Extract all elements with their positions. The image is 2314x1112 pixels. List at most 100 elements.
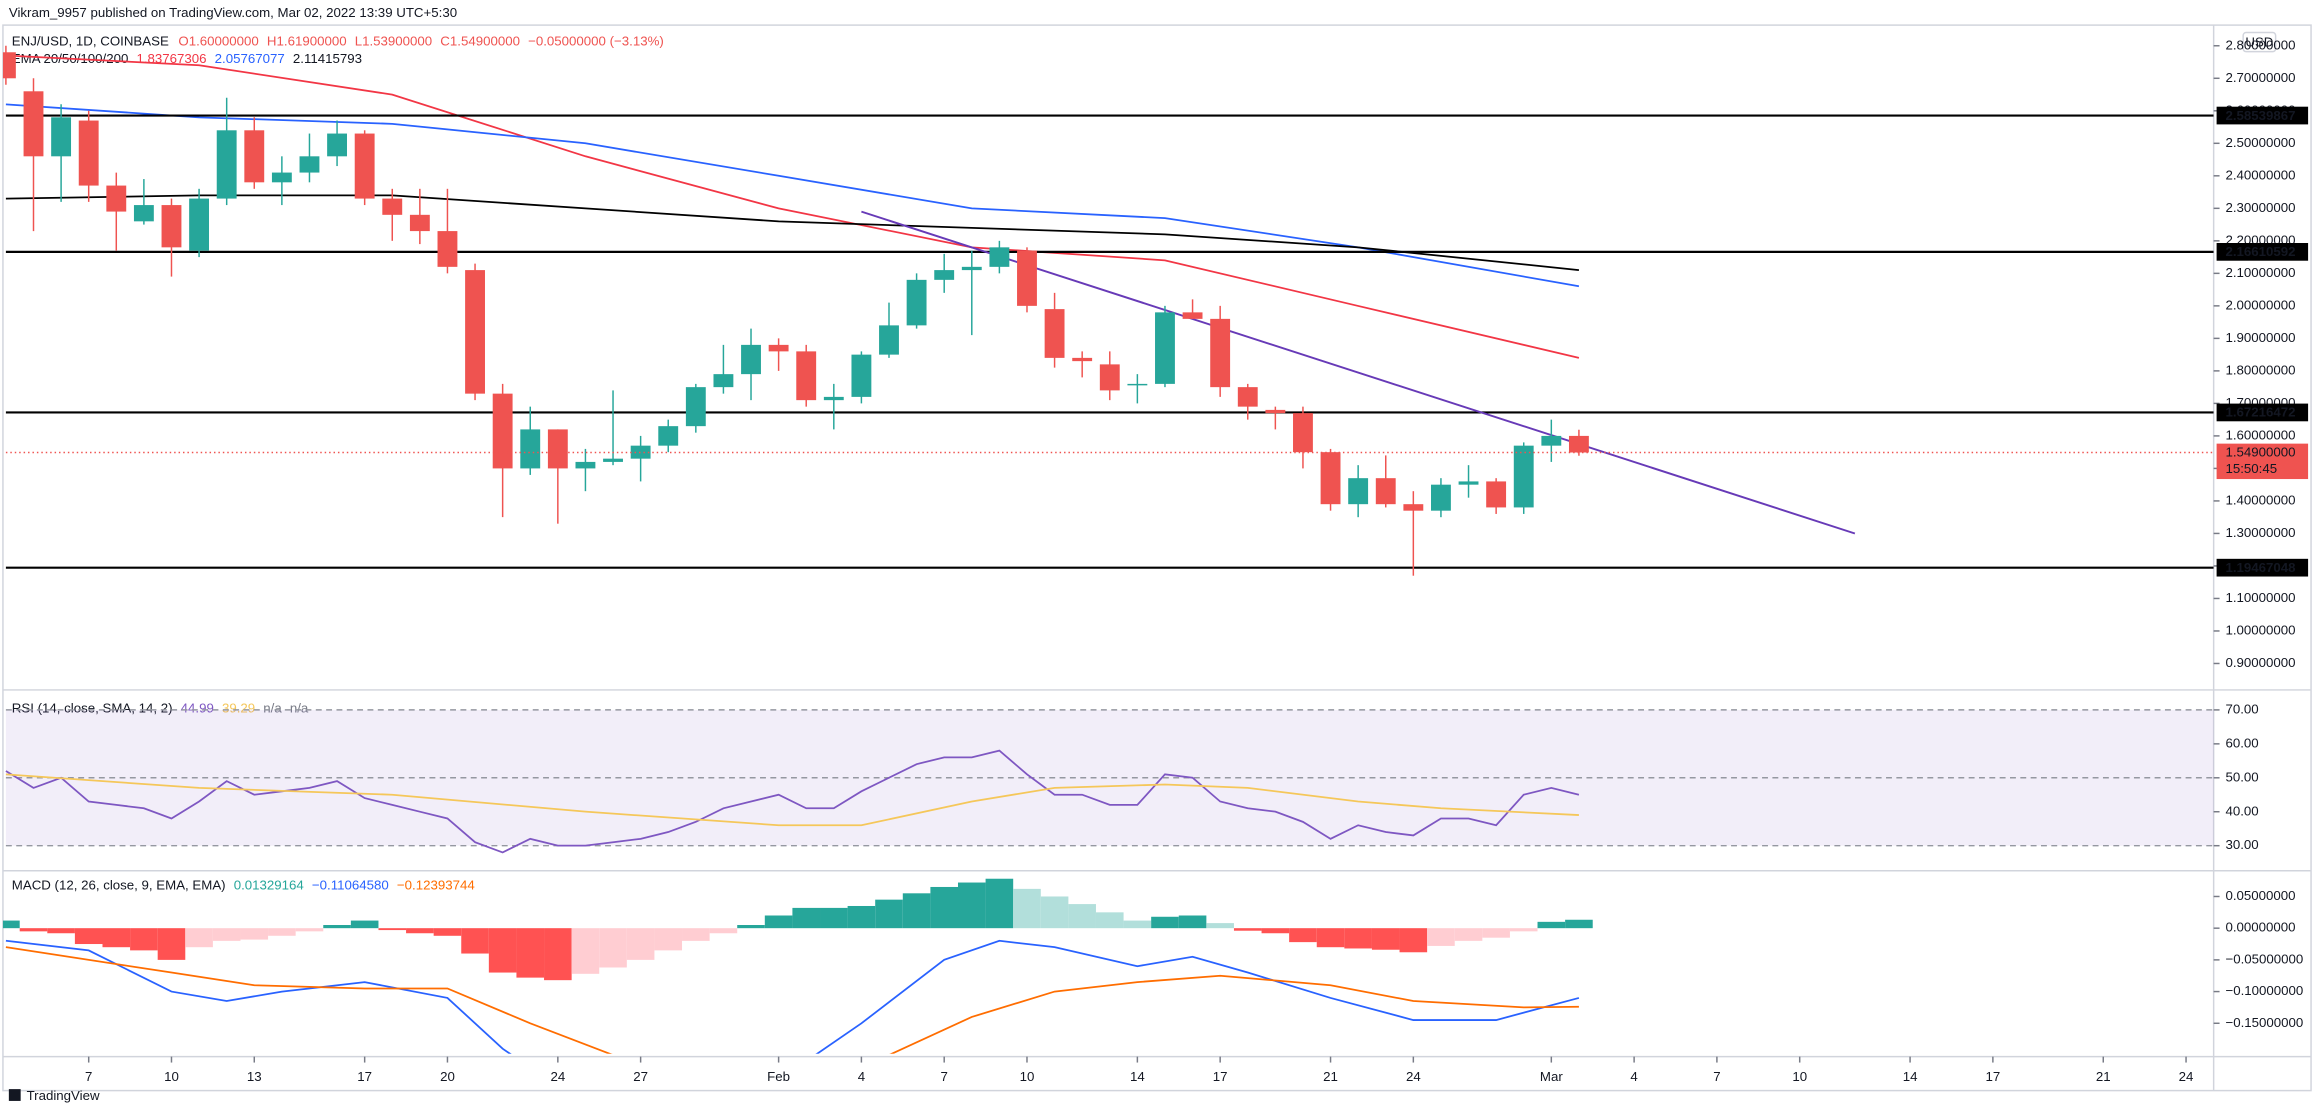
- x-tick-label: Feb: [767, 1069, 790, 1084]
- histogram-bar: [902, 893, 931, 929]
- rsi-title: RSI (14, close, SMA, 14, 2): [12, 700, 173, 715]
- frame: [2, 24, 2312, 1092]
- candle-body: [1513, 445, 1534, 508]
- y-tick-label: 1.10000000: [2225, 590, 2295, 605]
- candle-body: [906, 279, 927, 326]
- macd-legend: MACD (12, 26, close, 9, EMA, EMA) 0.0132…: [12, 877, 475, 892]
- histogram-bar: [461, 928, 489, 954]
- pane: [5, 709, 2214, 854]
- x-tick-label: 17: [357, 1069, 372, 1084]
- y-tick-label: 70.00: [2225, 701, 2258, 716]
- x-tick-label: 14: [1130, 1069, 1145, 1084]
- histogram-bar: [1399, 928, 1428, 953]
- histogram-bar: [875, 899, 903, 929]
- histogram-bar: [433, 928, 462, 936]
- histogram-bar: [737, 925, 765, 929]
- candle-body: [1403, 504, 1424, 511]
- candle-body: [520, 429, 541, 469]
- currency-label[interactable]: USD: [2245, 34, 2273, 49]
- y-tick-label: 1.40000000: [2225, 492, 2295, 507]
- candle-body: [1210, 318, 1231, 388]
- candle-body: [961, 266, 982, 271]
- x-tick-label: 14: [1903, 1069, 1918, 1084]
- candle-body: [299, 156, 320, 173]
- macd-title: MACD (12, 26, close, 9, EMA, EMA): [12, 877, 226, 892]
- histogram-bar: [19, 928, 48, 932]
- candle-body: [161, 205, 182, 248]
- candle-body: [133, 205, 154, 222]
- histogram-bar: [268, 928, 296, 936]
- histogram-bar: [1344, 928, 1372, 949]
- candle-body: [409, 214, 430, 232]
- candle-body: [354, 133, 375, 199]
- candle-body: [741, 344, 761, 375]
- candle-body: [989, 247, 1010, 267]
- candle-body: [630, 445, 651, 459]
- rsi-value: n/a: [290, 700, 309, 715]
- x-tick-label: 21: [2096, 1069, 2111, 1084]
- level-label-box: [2216, 403, 2309, 422]
- x-tick-label: 20: [440, 1069, 455, 1084]
- y-tick-label: 0.05000000: [2225, 888, 2295, 903]
- histogram-bar: [1095, 912, 1124, 929]
- candle-body: [382, 198, 403, 215]
- candle-body: [1458, 481, 1479, 485]
- logo-icon: [8, 1089, 21, 1101]
- indicator-line: [5, 773, 1579, 827]
- histogram-bar: [985, 878, 1014, 929]
- histogram-bar: [1316, 928, 1345, 948]
- x-tick-label: 17: [1985, 1069, 2000, 1084]
- y-tick-label: 2.50000000: [2225, 135, 2295, 150]
- indicator-line: [5, 103, 1580, 288]
- histogram-bar: [1013, 888, 1041, 929]
- x-tick-label: Mar: [1540, 1069, 1563, 1084]
- candle-body: [1320, 452, 1341, 505]
- candle-body: [1348, 478, 1369, 505]
- histogram-bar: [1482, 928, 1510, 938]
- level-label: 2.58539867: [2225, 108, 2295, 123]
- y-tick-label: 2.10000000: [2225, 265, 2295, 280]
- histogram-bar: [1454, 928, 1483, 941]
- candle-body: [492, 393, 513, 469]
- histogram-bar: [240, 928, 269, 940]
- candle-body: [78, 120, 99, 186]
- y-tick-label: 2.30000000: [2225, 200, 2295, 215]
- candle-body: [1182, 312, 1203, 319]
- y-tick-label: 2.00000000: [2225, 297, 2295, 312]
- histogram-bar: [1261, 928, 1290, 934]
- histogram-bar: [516, 928, 545, 978]
- y-tick-label: 1.30000000: [2225, 525, 2295, 540]
- ema-value: 2.05767077: [215, 51, 285, 66]
- y-tick-label: 30.00: [2225, 837, 2258, 852]
- candle-body: [1017, 250, 1037, 306]
- histogram-bar: [212, 928, 241, 941]
- x-tick-label: 17: [1213, 1069, 1228, 1084]
- x-tick-label: 24: [1406, 1069, 1421, 1084]
- candle-body: [796, 351, 817, 401]
- candle-body: [106, 185, 127, 212]
- candle-body: [465, 270, 485, 394]
- rsi-value: 39.29: [222, 700, 255, 715]
- ema-value: 1.83767306: [136, 51, 206, 66]
- countdown: 15:50:45: [2225, 461, 2277, 476]
- macd-value: 0.01329164: [234, 877, 304, 892]
- candle-body: [1044, 309, 1065, 358]
- pane: [2, 45, 2214, 576]
- x-tick-label: 10: [164, 1069, 179, 1084]
- histogram-bar: [1509, 928, 1538, 932]
- histogram-bar: [1427, 928, 1455, 946]
- histogram-bar: [571, 928, 600, 974]
- x-tick-label: 7: [85, 1069, 92, 1084]
- candle-body: [1375, 478, 1396, 505]
- y-tick-label: 2.40000000: [2225, 167, 2295, 182]
- x-tick-label: 21: [1323, 1069, 1338, 1084]
- histogram-bar: [295, 928, 324, 932]
- histogram-bar: [682, 928, 710, 941]
- y-tick-label: −0.05000000: [2225, 951, 2303, 966]
- histogram-bar: [102, 928, 131, 948]
- x-tick-label: 13: [247, 1069, 262, 1084]
- histogram-bar: [1565, 919, 1593, 929]
- currency-button[interactable]: [2242, 31, 2277, 53]
- level-label: 1.19467048: [2225, 560, 2295, 575]
